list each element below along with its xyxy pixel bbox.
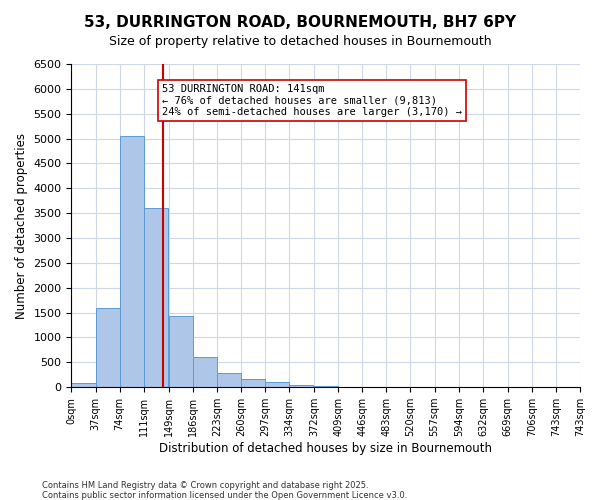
Text: 53 DURRINGTON ROAD: 141sqm
← 76% of detached houses are smaller (9,813)
24% of s: 53 DURRINGTON ROAD: 141sqm ← 76% of deta… [162, 84, 462, 117]
Text: 53, DURRINGTON ROAD, BOURNEMOUTH, BH7 6PY: 53, DURRINGTON ROAD, BOURNEMOUTH, BH7 6P… [84, 15, 516, 30]
Bar [265, 382, 289, 387]
Bar [241, 380, 265, 387]
Y-axis label: Number of detached properties: Number of detached properties [15, 132, 28, 318]
Bar [289, 384, 313, 387]
Bar [193, 358, 217, 387]
Bar [119, 136, 144, 387]
Text: Size of property relative to detached houses in Bournemouth: Size of property relative to detached ho… [109, 35, 491, 48]
Text: Contains public sector information licensed under the Open Government Licence v3: Contains public sector information licen… [42, 491, 407, 500]
Bar [314, 386, 338, 387]
X-axis label: Distribution of detached houses by size in Bournemouth: Distribution of detached houses by size … [159, 442, 492, 455]
Bar [217, 374, 241, 387]
Bar [71, 384, 95, 387]
Text: Contains HM Land Registry data © Crown copyright and database right 2025.: Contains HM Land Registry data © Crown c… [42, 481, 368, 490]
Bar [169, 316, 193, 387]
Bar [144, 208, 168, 387]
Bar [95, 308, 119, 387]
